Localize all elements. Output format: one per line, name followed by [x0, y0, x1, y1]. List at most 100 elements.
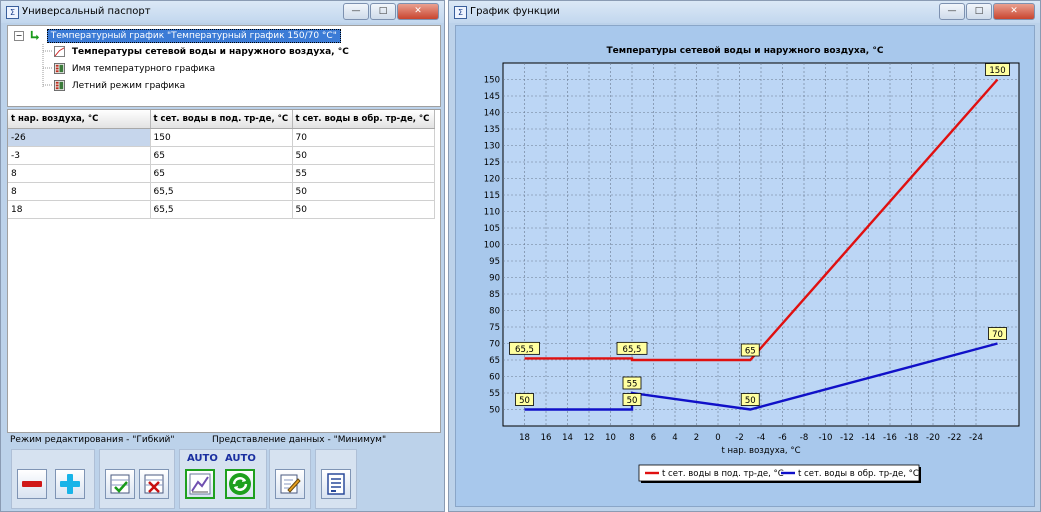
tree-node-label: Температуры сетевой воды и наружного воз…: [71, 47, 349, 57]
x-tick-label: 6: [651, 433, 656, 443]
y-tick-label: 115: [484, 191, 500, 201]
table-row[interactable]: 8 65,5 50: [8, 182, 435, 201]
column-header[interactable]: t нар. воздуха, °C: [8, 110, 151, 129]
graph-titlebar[interactable]: Σ График функции — □ ✕: [449, 1, 1040, 23]
y-tick-label: 90: [489, 274, 500, 284]
x-tick-label: -18: [905, 433, 919, 443]
x-tick-label: 18: [519, 433, 530, 443]
table-row[interactable]: 18 65,5 50: [8, 200, 435, 219]
sigma-app-icon: Σ: [6, 6, 19, 19]
legend-label: t сет. воды в под. тр-де, °C: [662, 469, 784, 479]
table-cell[interactable]: 65: [150, 164, 293, 183]
table-cell[interactable]: 55: [292, 164, 435, 183]
y-tick-label: 60: [489, 373, 500, 383]
data-grid: t нар. воздуха, °C t сет. воды в под. тр…: [7, 109, 441, 433]
auto-chart-button[interactable]: [185, 469, 215, 499]
remove-row-button[interactable]: [17, 469, 47, 499]
tree-node-graph-name[interactable]: Имя температурного графика: [54, 63, 215, 74]
table-row[interactable]: -3 65 50: [8, 146, 435, 165]
tree-lines: [42, 44, 53, 88]
table-cell[interactable]: 50: [292, 146, 435, 165]
tree-root-node[interactable]: − Температурный график "Температурный гр…: [14, 29, 341, 43]
reject-button[interactable]: [139, 469, 169, 499]
table-cell[interactable]: 150: [150, 128, 293, 147]
tree-node-label: Летний режим графика: [71, 81, 186, 91]
data-label: 50: [627, 396, 638, 406]
series-line: [524, 342, 998, 411]
maximize-button[interactable]: □: [370, 3, 396, 20]
y-tick-label: 95: [489, 257, 500, 267]
tree-root-label[interactable]: Температурный график "Температурный граф…: [46, 29, 341, 43]
table-cell[interactable]: 50: [292, 182, 435, 201]
y-tick-label: 100: [484, 241, 500, 251]
table-cell[interactable]: 18: [8, 200, 151, 219]
data-label-box: [985, 63, 1010, 76]
tree-node-label: Имя температурного графика: [71, 64, 216, 74]
table-row[interactable]: 8 65 55: [8, 164, 435, 183]
data-label-box: [622, 393, 642, 406]
data-label-box: [740, 343, 760, 357]
chart-node-icon: [54, 46, 65, 57]
x-tick-label: -12: [840, 433, 854, 443]
x-tick-label: -22: [948, 433, 962, 443]
data-label: 150: [989, 66, 1005, 76]
table-cell[interactable]: -26: [8, 128, 151, 147]
y-tick-label: 145: [484, 92, 500, 102]
table-row[interactable]: -26 150 70: [8, 128, 435, 147]
passport-titlebar[interactable]: Σ Универсальный паспорт — □ ✕: [1, 1, 444, 23]
auto-refresh-button[interactable]: [225, 469, 255, 499]
graph-window: Σ График функции — □ ✕ Температуры сетев…: [448, 0, 1041, 512]
maximize-button[interactable]: □: [966, 3, 992, 20]
tree-node-summer-mode[interactable]: Летний режим графика: [54, 80, 185, 91]
x-axis-label: t нар. воздуха, °C: [721, 446, 800, 456]
passport-window: Σ Универсальный паспорт — □ ✕ − Температ…: [0, 0, 445, 512]
add-row-button[interactable]: [55, 469, 85, 499]
close-button[interactable]: ✕: [397, 3, 439, 20]
minimize-button[interactable]: —: [939, 3, 965, 20]
x-tick-label: 10: [605, 433, 616, 443]
column-header[interactable]: t сет. воды в под. тр-де, °C: [150, 110, 293, 129]
x-tick-label: -24: [969, 433, 983, 443]
x-tick-label: 12: [584, 433, 595, 443]
table-cell[interactable]: 65: [150, 146, 293, 165]
line-chart: Температуры сетевой воды и наружного воз…: [484, 46, 1020, 483]
x-tick-label: -8: [800, 433, 808, 443]
column-header[interactable]: t сет. воды в обр. тр-де, °C: [292, 110, 435, 129]
data-label: 70: [992, 330, 1003, 340]
auto-chart-icon: [189, 473, 211, 495]
x-tick-label: 0: [715, 433, 720, 443]
table-cell[interactable]: 8: [8, 164, 151, 183]
table-node-icon: [54, 63, 65, 74]
minus-icon: [22, 481, 42, 487]
list-button[interactable]: [321, 469, 351, 499]
data-label-box: [622, 376, 642, 390]
data-label: 65,5: [623, 345, 642, 355]
chart-panel: Температуры сетевой воды и наружного воз…: [455, 25, 1035, 507]
table-cell[interactable]: 50: [292, 200, 435, 219]
x-tick-label: 4: [672, 433, 677, 443]
collapse-icon[interactable]: −: [14, 30, 24, 41]
y-tick-label: 135: [484, 125, 500, 135]
accept-button[interactable]: [105, 469, 135, 499]
x-tick-label: -4: [757, 433, 765, 443]
table-cell[interactable]: 8: [8, 182, 151, 201]
edit-button[interactable]: [275, 469, 305, 499]
y-tick-label: 105: [484, 224, 500, 234]
x-tick-label: -10: [819, 433, 833, 443]
data-label-box: [988, 327, 1007, 340]
series-line: [524, 78, 999, 362]
y-tick-label: 150: [484, 76, 500, 86]
table-cell[interactable]: 65,5: [150, 200, 293, 219]
window-title: Универсальный паспорт: [22, 6, 151, 17]
green-arrow-icon: [30, 30, 39, 41]
close-button[interactable]: ✕: [993, 3, 1035, 20]
table-cell[interactable]: -3: [8, 146, 151, 165]
chart-title: Температуры сетевой воды и наружного воз…: [607, 46, 884, 56]
sigma-app-icon: Σ: [454, 6, 467, 19]
tree-node-temperatures[interactable]: Температуры сетевой воды и наружного воз…: [54, 46, 349, 57]
minimize-button[interactable]: —: [343, 3, 369, 20]
data-label: 50: [745, 396, 756, 406]
table-cell[interactable]: 70: [292, 128, 435, 147]
y-tick-label: 130: [484, 142, 500, 152]
table-cell[interactable]: 65,5: [150, 182, 293, 201]
